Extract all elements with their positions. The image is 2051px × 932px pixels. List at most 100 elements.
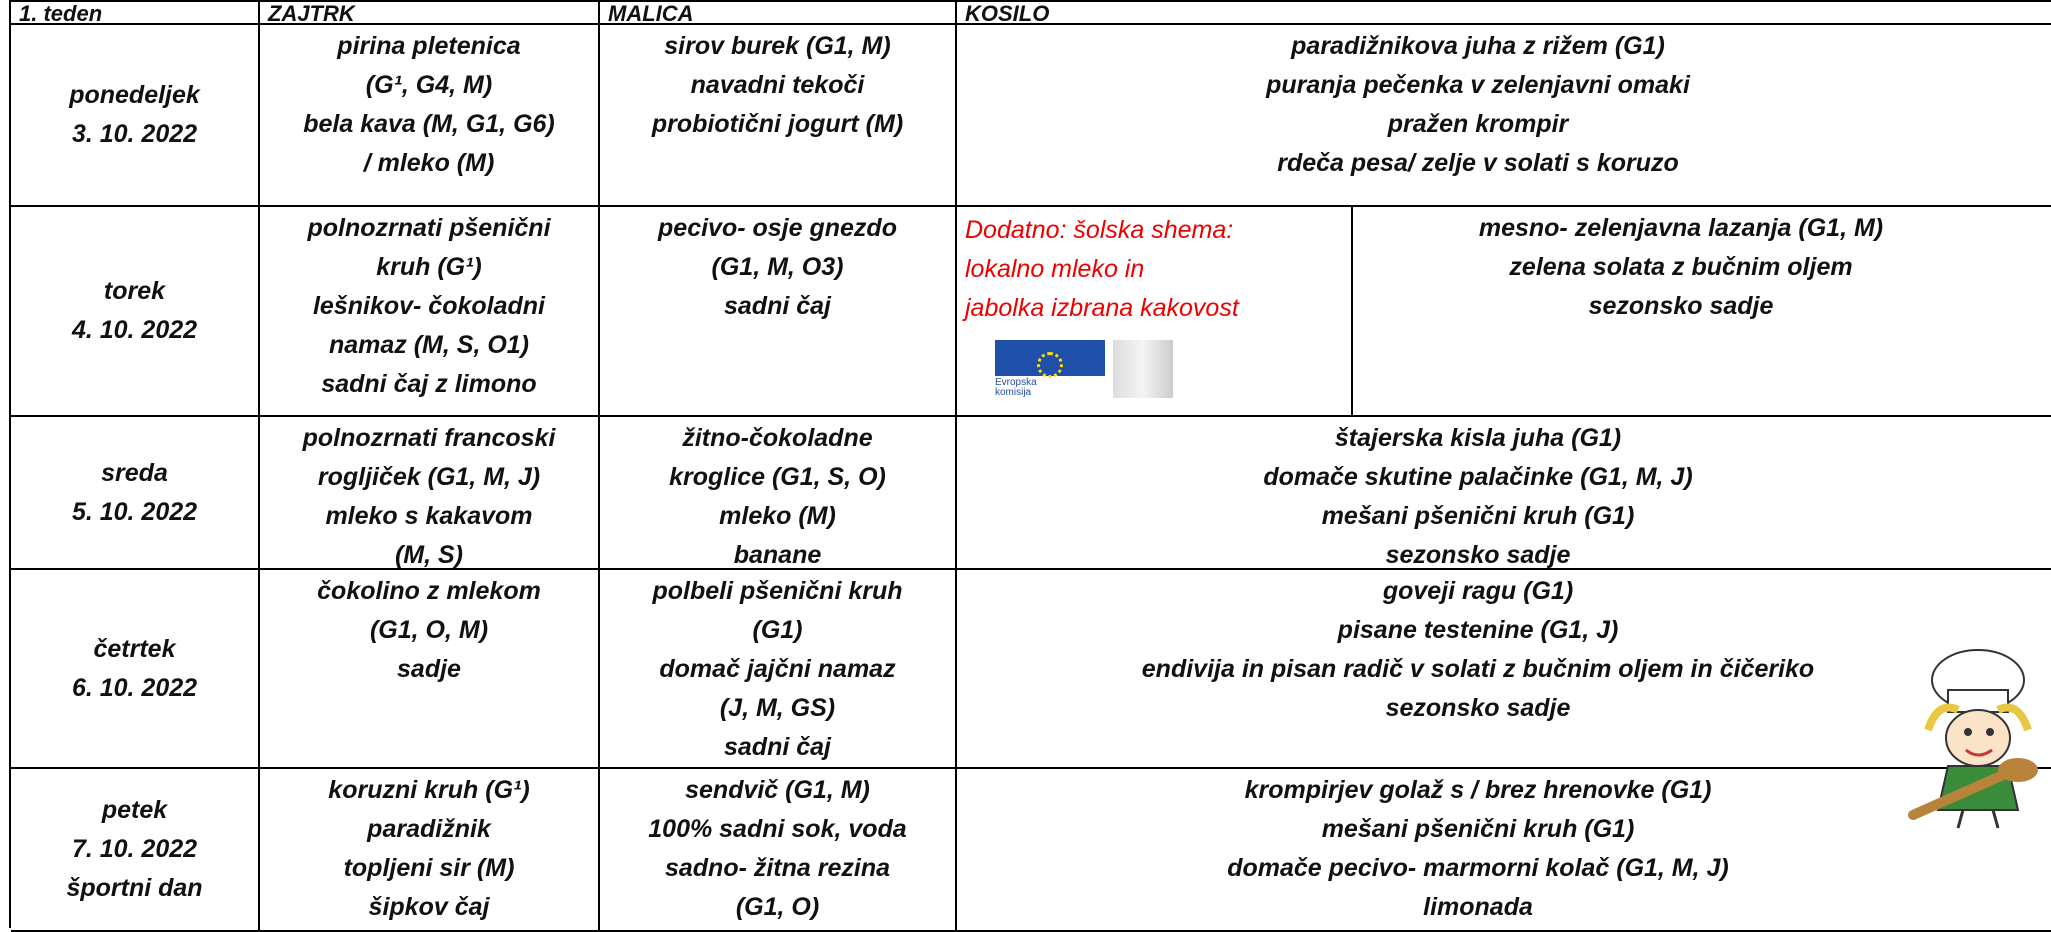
menu-line: rdeča pesa/ zelje v solati s koruzo [1277,149,1679,177]
note-line: jabolka izbrana kakovost [965,294,1239,322]
menu-line: sendvič (G1, M) [685,776,870,804]
eu-stars [1037,352,1063,378]
menu-line: mesno- zelenjavna lazanja (G1, M) [1478,214,1884,242]
menu-line: (G1, O) [735,893,820,921]
menu-line: polnozrnati pšenični [307,214,551,242]
zajtrk-cell: polnozrnati francoski rogljiček (G1, M, J… [260,417,600,570]
menu-line: (G1, O, M) [369,616,489,644]
menu-line: rogljiček (G1, M, J) [317,463,541,491]
menu-line: / mleko (M) [363,149,495,177]
menu-line: polbeli pšenični kruh [652,577,903,605]
menu-line: bela kava (M, G1, G6) [303,110,555,138]
day-line: 6. 10. 2022 [71,673,198,702]
menu-line: domače pecivo- marmorni kolač (G1, M, J) [1227,854,1729,882]
kosilo-cell: paradižnikova juha z rižem (G1) puranja p… [957,25,2051,207]
menu-line: kroglice (G1, S, O) [669,463,886,491]
day-cell: sreda 5. 10. 2022 [11,417,260,570]
menu-line: domače skutine palačinke (G1, M, J) [1263,463,1693,491]
menu-line: limonada [1423,893,1533,921]
menu-line: sadni čaj z limono [321,370,537,398]
day-line: 7. 10. 2022 [71,835,198,863]
menu-line: sadni čaj [724,292,831,320]
menu-line: sadni čaj [724,733,831,761]
menu-line: koruzni kruh (G¹) [328,776,530,804]
building [1113,340,1173,398]
header-cell: ZAJTRK [260,2,600,26]
day-line: 5. 10. 2022 [71,497,198,526]
menu-line: sirov burek (G1, M) [664,32,891,60]
menu-line: probiotični jogurt (M) [651,110,904,138]
menu-line: navadni tekoči [690,71,865,99]
zajtrk-cell: koruzni kruh (G¹) paradižnik topljeni sir … [260,769,600,932]
menu-line: goveji ragu (G1) [1382,577,1574,605]
zajtrk-cell: pirina pletenica (G¹, G4, M) bela kava (M,… [260,25,600,207]
menu-line: kruh (G¹) [376,253,482,281]
menu-line: sadno- žitna rezina [664,854,891,882]
eu-flag: Evropska komisija [995,340,1105,398]
menu-line: mleko s kakavom [325,502,533,530]
kosilo-cell: štajerska kisla juha (G1) domače skutine … [957,417,2051,570]
note-line: lokalno mleko in [965,255,1145,283]
menu-line: 100% sadni sok, voda [648,815,907,843]
menu-line: domač jajčni namaz [659,655,896,683]
kosilo-cell: krompirjev golaž s / brez hrenovke (G1) m… [957,769,2051,932]
day-line: 3. 10. 2022 [71,120,198,148]
menu-line: šipkov čaj [368,893,490,921]
malica-cell: polbeli pšenični kruh (G1) domač jajčni na… [600,570,957,769]
menu-line: (G1) [752,616,803,644]
day-line: sreda [101,458,168,487]
malica-cell: sirov burek (G1, M) navadni tekoči probiot… [600,25,957,207]
menu-line: sezonsko sadje [1385,694,1571,722]
menu-line: mleko (M) [719,502,836,530]
menu-line: mešani pšenični kruh (G1) [1321,815,1635,843]
logo-line: Evropska [995,377,1037,388]
malica-cell: pecivo- osje gnezdo (G1, M, O3) sadni čaj [600,207,957,417]
menu-line: pražen krompir [1387,110,1569,138]
menu-line: žitno-čokoladne [682,424,873,452]
menu-line: krompirjev golaž s / brez hrenovke (G1) [1244,776,1712,804]
kosilo-cell: goveji ragu (G1) pisane testenine (G1, J)… [957,570,2051,769]
menu-line: endivija in pisan radič v solati z bučni… [1141,655,1815,683]
chef-illustration [1908,649,2038,829]
menu-line: (J, M, GS) [719,694,836,722]
menu-line: lešnikov- čokoladni [312,292,545,320]
header-cell: MALICA [600,2,957,26]
day-line: četrtek [93,634,176,663]
malica-cell: sendvič (G1, M) 100% sadni sok, voda sadno… [600,769,957,932]
menu-line: pecivo- osje gnezdo [658,214,897,242]
menu-line: banane [733,541,822,569]
malica-cell: žitno-čokoladne kroglice (G1, S, O) mleko … [600,417,957,570]
day-cell: petek 7. 10. 2022 športni dan [11,769,260,932]
day-line: ponedeljek [69,81,200,109]
day-cell: torek 4. 10. 2022 [11,207,260,417]
zajtrk-cell: čokolino z mlekom (G1, O, M) sadje [260,570,600,769]
menu-line: sadje [397,655,461,683]
menu-line: sezonsko sadje [1588,292,1774,320]
day-line: športni dan [66,874,203,902]
menu-line: štajerska kisla juha (G1) [1334,424,1622,452]
note-line: Dodatno: šolska shema: [965,216,1234,244]
day-cell: četrtek 6. 10. 2022 [11,570,260,769]
menu-line: (G1, M, O3) [711,253,844,281]
menu-line: pisane testenine (G1, J) [1337,616,1619,644]
menu-line: paradižnikova juha z rižem (G1) [1291,32,1665,60]
eu-logo: Evropska komisija [995,340,1173,398]
note-cell: Dodatno: šolska shema: lokalno mleko in ja… [957,207,1353,417]
logo-line: komisija [995,387,1032,398]
day-line: torek [103,277,166,305]
day-cell: ponedeljek 3. 10. 2022 [11,25,260,207]
menu-table: 1. teden ZAJTRK MALICA KOSILO ponedeljek 3. 1… [9,0,2051,932]
menu-line: zelena solata z bučnim oljem [1509,253,1853,281]
menu-line: (M, S) [394,541,464,569]
menu-line: puranja pečenka v zelenjavni omaki [1266,71,1690,99]
menu-line: namaz (M, S, O1) [328,331,530,359]
menu-line: paradižnik [367,815,491,843]
day-line: 4. 10. 2022 [71,316,198,344]
kosilo-cell: mesno- zelenjavna lazanja (G1, M) zelena … [1353,207,2051,417]
header-cell: 1. teden [11,2,260,26]
zajtrk-cell: polnozrnati pšenični kruh (G¹) lešnikov- č… [260,207,600,417]
menu-line: mešani pšenični kruh (G1) [1321,502,1635,530]
menu-line: topljeni sir (M) [343,854,515,882]
menu-line: čokolino z mlekom [317,577,541,605]
